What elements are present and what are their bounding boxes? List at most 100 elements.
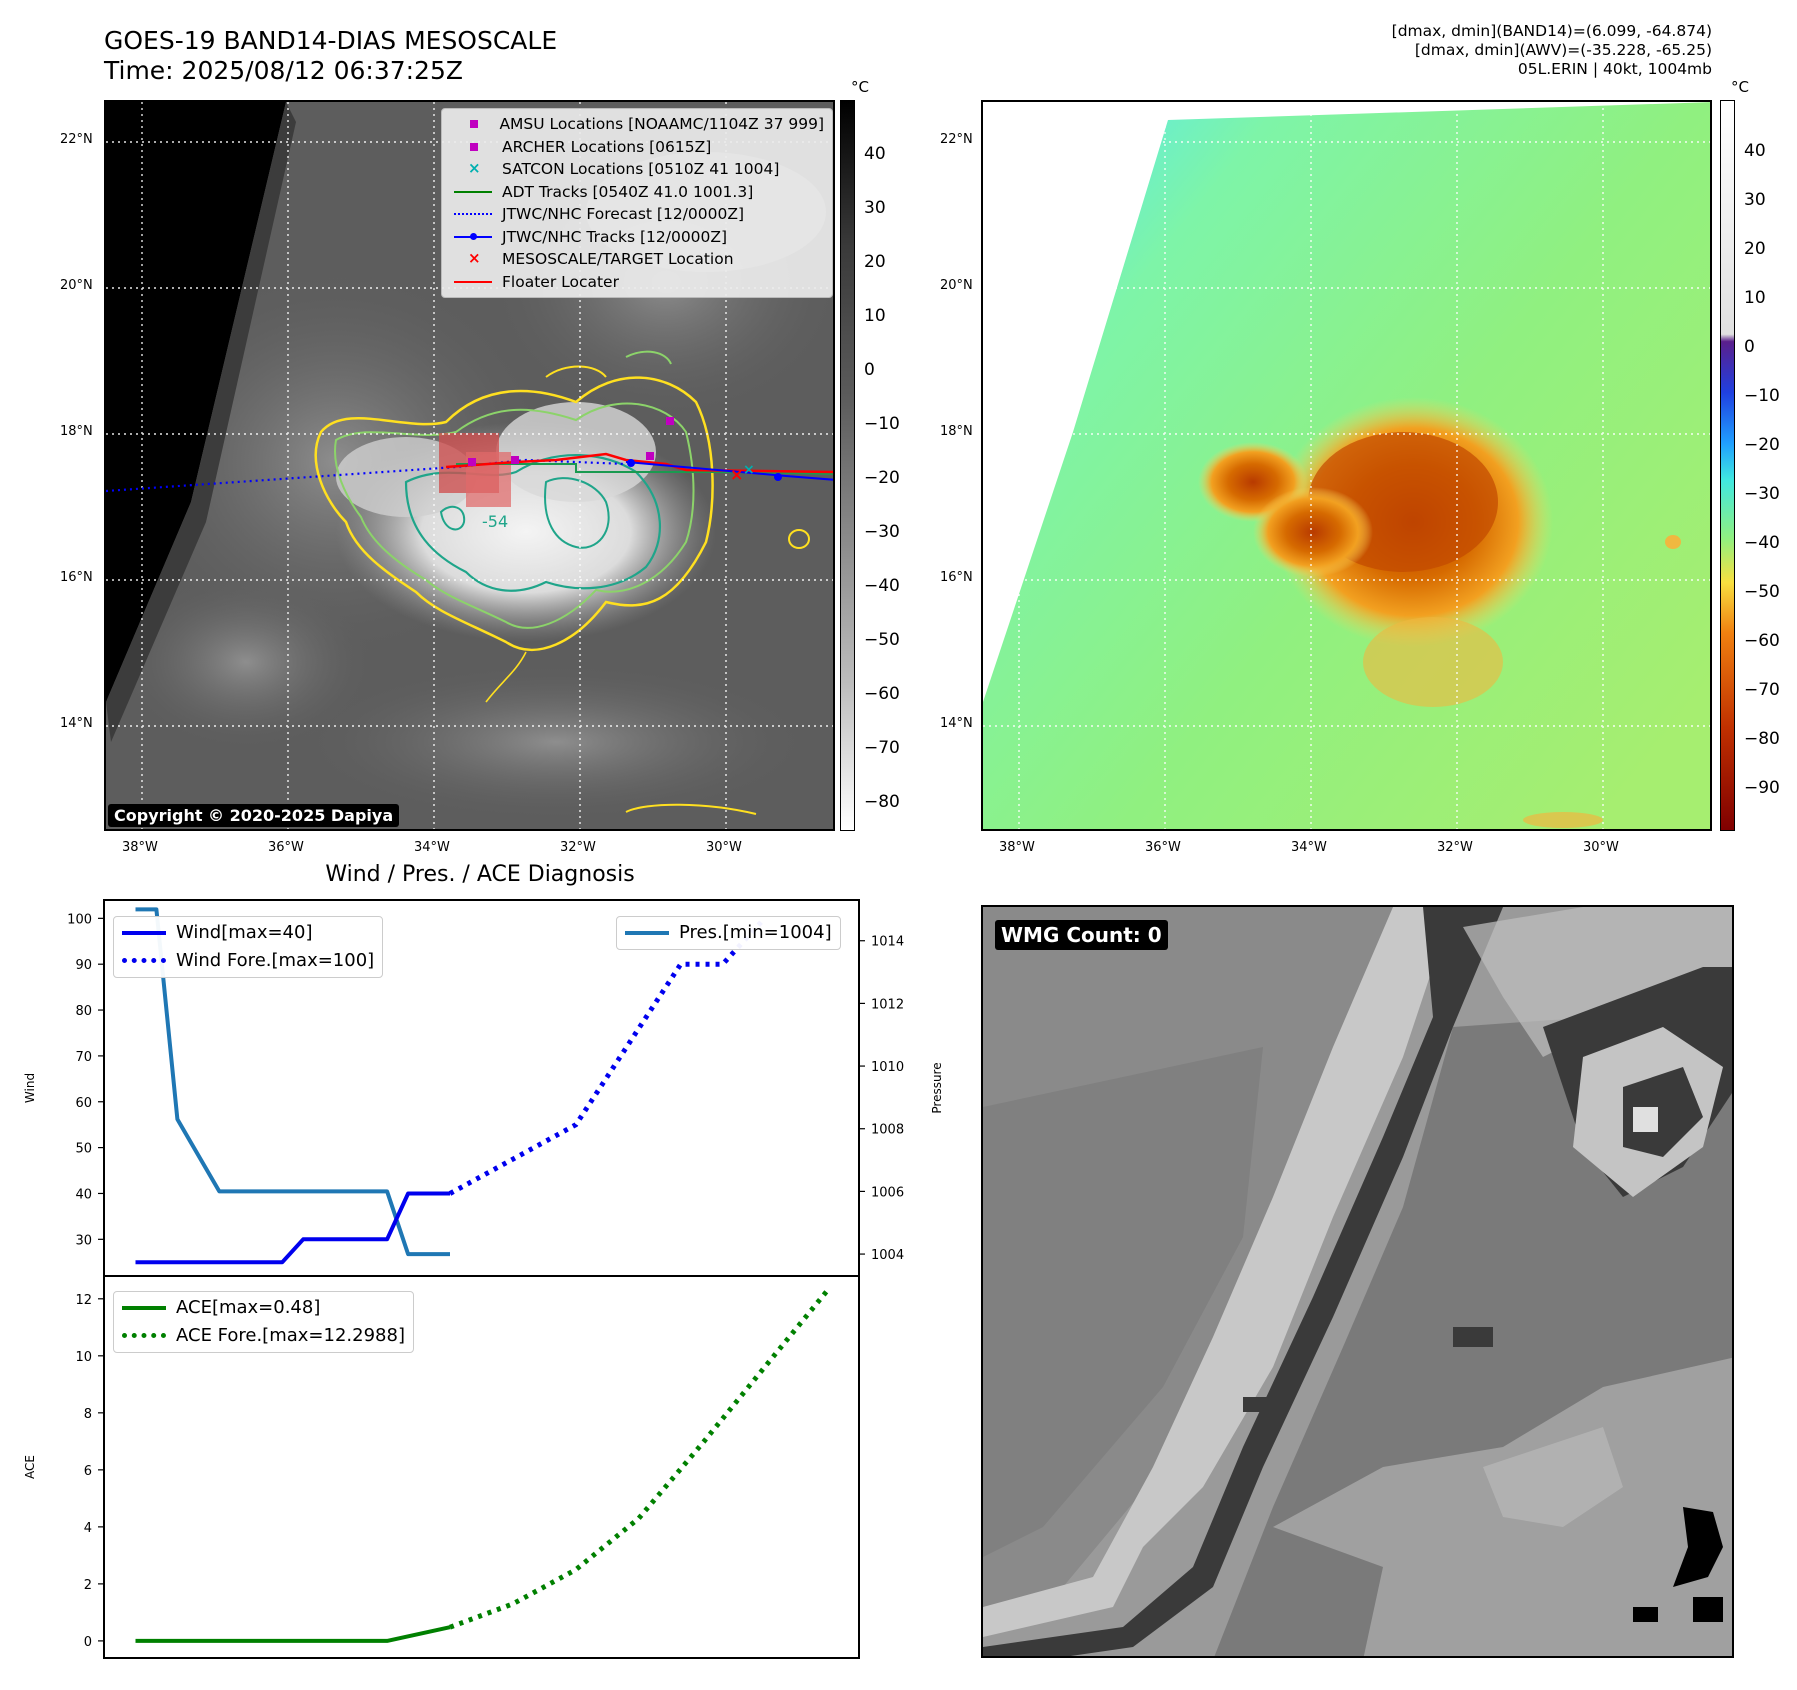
ace-legend: ACE[max=0.48] ACE Fore.[max=12.2988] [113, 1291, 414, 1353]
colorbar-tick: 0 [864, 360, 875, 380]
x-marker-icon: × [468, 249, 481, 268]
pressure-series-line [135, 907, 450, 1257]
colorbar-tick: −40 [1744, 533, 1780, 553]
lon-label: 30°W [706, 840, 742, 855]
colorbar-tick: −70 [1744, 680, 1780, 700]
colorbar-tick: −40 [864, 576, 900, 596]
lon-label: 36°W [268, 840, 304, 855]
y2-tick-label: 1004 [871, 1248, 904, 1263]
y-tick-label: 30 [75, 1233, 92, 1248]
ir-map-panel: -54 × × AMSU Locations [NOAAMC/1104Z 37 … [104, 100, 835, 831]
y2-axis-label: Pressure [930, 1062, 944, 1113]
colorbar-tick: 40 [864, 144, 886, 164]
y-tick-label: 6 [84, 1464, 92, 1479]
lat-label: 20°N [940, 278, 973, 293]
lat-label: 14°N [940, 716, 973, 731]
y-tick-label: 4 [84, 1521, 92, 1536]
colorbar-tick: −60 [864, 684, 900, 704]
colorbar-tick: −80 [864, 792, 900, 812]
line-marker-icon [452, 273, 496, 291]
figure-time: Time: 2025/08/12 06:37:25Z [104, 56, 463, 85]
y-tick-label: 10 [75, 1350, 92, 1365]
legend-jtwc-tracks: JTWC/NHC Tracks [12/0000Z] [452, 226, 824, 249]
y-tick-label: 50 [75, 1142, 92, 1157]
y2-tick-label: 1008 [871, 1123, 904, 1138]
colorbar-tick: −20 [864, 468, 900, 488]
square-marker-icon [452, 138, 496, 156]
line-marker-icon [625, 926, 669, 940]
pressure-legend: Pres.[min=1004] [616, 916, 841, 950]
lat-label: 20°N [60, 278, 93, 293]
y2-tick-label: 1010 [871, 1060, 904, 1075]
y-tick-label: 60 [75, 1096, 92, 1111]
y2-tick-label: 1014 [871, 935, 904, 950]
wind-series-line [135, 1191, 450, 1265]
lat-label: 18°N [940, 424, 973, 439]
lat-label: 22°N [60, 132, 93, 147]
legend-satcon: × SATCON Locations [0510Z 41 1004] [452, 158, 824, 181]
lon-label: 30°W [1583, 840, 1619, 855]
lon-label: 36°W [1145, 840, 1181, 855]
colorbar-tick: 40 [1744, 141, 1766, 161]
figure-title: GOES-19 BAND14-DIAS MESOSCALE [104, 26, 558, 55]
colorbar-tick: 0 [1744, 337, 1755, 357]
line-marker-icon [122, 1301, 166, 1315]
wmg-count-badge: WMG Count: 0 [995, 920, 1168, 950]
diagnosis-title: Wind / Pres. / ACE Diagnosis [325, 862, 635, 887]
y-axis-label: ACE [23, 1455, 37, 1479]
colorbar-right [1720, 100, 1735, 831]
lat-label: 16°N [60, 570, 93, 585]
dotted-line-icon [122, 1329, 166, 1343]
y-tick-label: 12 [75, 1293, 92, 1308]
colorbar-tick: −50 [1744, 582, 1780, 602]
diagnosis-chart: 30405060708090100Wind1004100610081010101… [23, 899, 944, 1659]
lon-label: 38°W [122, 840, 158, 855]
awv-map-panel [981, 100, 1712, 831]
lon-label: 32°W [560, 840, 596, 855]
wmg-panel: WMG Count: 0 [981, 905, 1734, 1658]
colorbar-right-unit: °C [1731, 78, 1749, 96]
colorbar-tick: 30 [864, 198, 886, 218]
colorbar-tick: −30 [1744, 484, 1780, 504]
colorbar-left [840, 100, 855, 831]
legend-wind: Wind[max=40] [122, 919, 374, 947]
y-tick-label: 100 [67, 912, 92, 927]
legend-adt: ADT Tracks [0540Z 41.0 1001.3] [452, 181, 824, 204]
colorbar-tick: 20 [864, 252, 886, 272]
dotted-line-icon [452, 205, 496, 223]
lon-label: 34°W [1291, 840, 1327, 855]
info-storm: 05L.ERIN | 40kt, 1004mb [1517, 60, 1712, 78]
colorbar-tick: −80 [1744, 729, 1780, 749]
svg-text:×: × [743, 462, 755, 478]
x-marker-icon: × [468, 159, 481, 178]
y-tick-label: 2 [84, 1578, 92, 1593]
legend-amsu: AMSU Locations [NOAAMC/1104Z 37 999] [452, 113, 824, 136]
y-tick-label: 90 [75, 958, 92, 973]
colorbar-tick: 20 [1744, 239, 1766, 259]
lon-label: 34°W [414, 840, 450, 855]
legend-wind-forecast: Wind Fore.[max=100] [122, 947, 374, 975]
colorbar-tick: 30 [1744, 190, 1766, 210]
wind-legend: Wind[max=40] Wind Fore.[max=100] [113, 916, 384, 978]
legend-pressure: Pres.[min=1004] [625, 919, 832, 947]
svg-text:×: × [730, 465, 743, 484]
colorbar-tick: −90 [1744, 778, 1780, 798]
line-dot-icon [452, 228, 496, 246]
colorbar-left-unit: °C [851, 78, 869, 96]
y2-tick-label: 1006 [871, 1185, 904, 1200]
lat-label: 22°N [940, 132, 973, 147]
wmg-image [983, 907, 1732, 1656]
legend-mesoscale: × MESOSCALE/TARGET Location [452, 248, 824, 271]
dotted-line-icon [122, 954, 166, 968]
line-marker-icon [452, 183, 496, 201]
legend-ace-forecast: ACE Fore.[max=12.2988] [122, 1322, 405, 1350]
y-tick-label: 0 [84, 1635, 92, 1650]
lon-label: 32°W [1437, 840, 1473, 855]
y2-tick-label: 1012 [871, 997, 904, 1012]
y-axis-label: Wind [23, 1073, 37, 1103]
line-marker-icon [122, 926, 166, 940]
colorbar-tick: −70 [864, 738, 900, 758]
legend-jtwc-forecast: JTWC/NHC Forecast [12/0000Z] [452, 203, 824, 226]
colorbar-tick: −30 [864, 522, 900, 542]
colorbar-tick: −10 [864, 414, 900, 434]
